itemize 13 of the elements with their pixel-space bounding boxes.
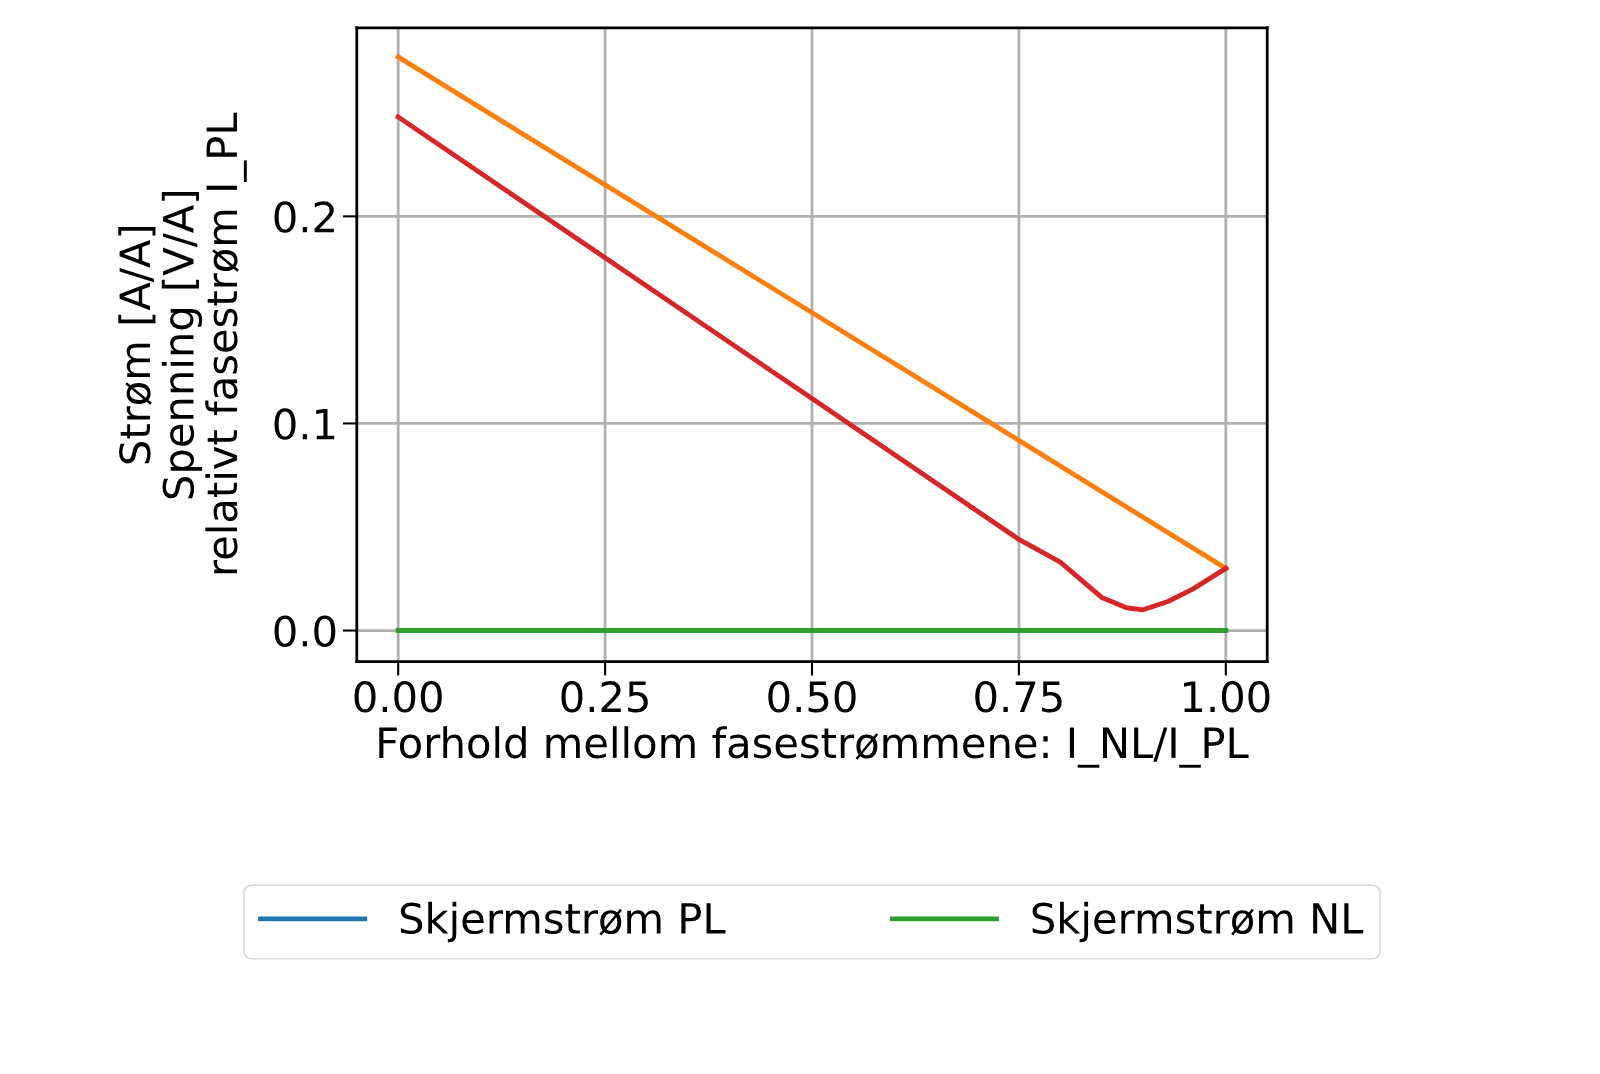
x-tick-label: 0.25	[561, 681, 648, 713]
x-tick-label: 0.00	[354, 681, 442, 713]
y-tick-label: 0.1	[274, 408, 335, 440]
y-tick-label: 0.0	[274, 615, 336, 647]
legend-label: Skjermstrøm NL	[1032, 901, 1364, 943]
x-tick-label: 0.50	[768, 681, 856, 713]
x-axis-title: Forhold mellom fasestrømmene: I_NL/I_PL	[379, 726, 1249, 768]
x-tick-label: 0.75	[975, 681, 1062, 713]
legend-label: Skjermstrøm PL	[400, 901, 726, 943]
x-tick-label: 1.00	[1184, 681, 1270, 713]
line-series	[395, 114, 1229, 613]
y-tick-label: 0.2	[274, 201, 334, 233]
y-axis-title: Strøm [A/A] Spenning [V/A] relativt fasestrøm I_PL	[118, 112, 247, 574]
